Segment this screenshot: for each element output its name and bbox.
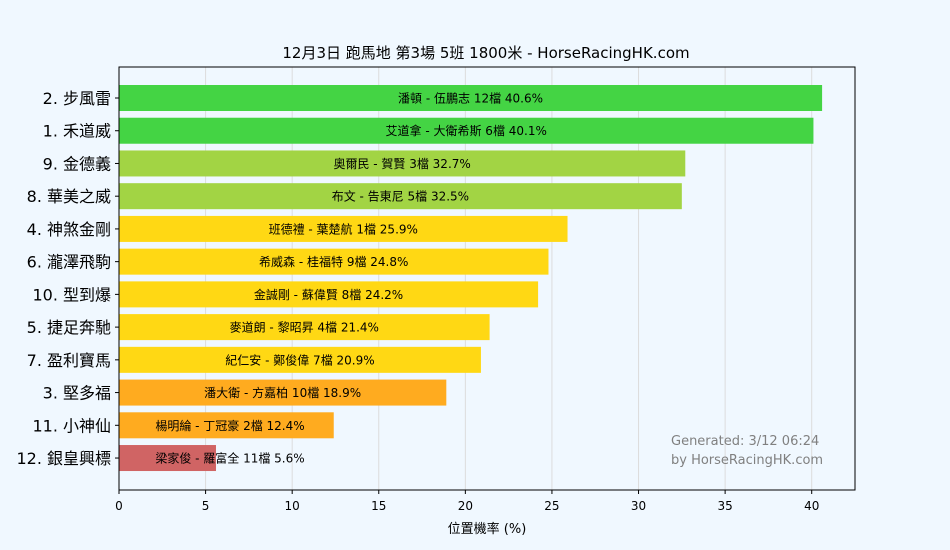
y-tick-labels: 2. 步風雷 1. 禾道威 9. 金德義 8. 華美之威 4. 神煞金剛 6. 瀧澤飛駒 1… <box>16 89 119 468</box>
y-tick-label: 1. 禾道威 <box>43 122 111 141</box>
x-tick-label: 15 <box>371 499 386 513</box>
y-tick-label: 6. 瀧澤飛駒 <box>27 253 111 272</box>
y-tick-label: 11. 小神仙 <box>32 416 111 435</box>
bar-value-label: 艾道拿 - 大衛希斯 6檔 40.1% <box>386 123 547 138</box>
bar-value-label: 奧爾民 - 賀賢 3檔 32.7% <box>333 157 470 171</box>
bar-labels: 潘頓 - 伍鵬志 12檔 40.6% 艾道拿 - 大衛希斯 6檔 40.1% 奧爾民… <box>155 92 547 466</box>
y-tick-label: 3. 堅多福 <box>43 384 111 403</box>
annotation-generated: Generated: 3/12 06:24 <box>671 434 819 449</box>
bar-value-label: 麥道朗 - 黎昭昇 4檔 21.4% <box>230 321 379 335</box>
x-axis-label: 位置機率 (%) <box>448 521 527 537</box>
annotation-site: by HorseRacingHK.com <box>671 453 823 468</box>
bar-value-label: 梁家俊 - 羅富全 11檔 5.6% <box>155 451 304 466</box>
y-tick-label: 2. 步風雷 <box>43 89 111 108</box>
x-tick-label: 40 <box>804 499 819 513</box>
x-tick-label: 25 <box>544 499 559 513</box>
x-tick-label: 20 <box>458 499 473 513</box>
bar-value-label: 希威森 - 桂福特 9檔 24.8% <box>259 254 408 269</box>
bar-value-label: 紀仁安 - 鄭俊偉 7檔 20.9% <box>225 352 374 367</box>
y-tick-label: 10. 型到爆 <box>32 285 111 304</box>
bar <box>119 248 549 275</box>
y-tick-label: 7. 盈利寶馬 <box>27 351 111 370</box>
bar-value-label: 班德禮 - 葉楚航 1檔 25.9% <box>269 221 418 236</box>
chart-title: 12月3日 跑馬地 第3場 5班 1800米 - HorseRacingHK.c… <box>282 44 689 62</box>
y-tick-label: 5. 捷足奔馳 <box>27 318 111 337</box>
bar <box>119 379 447 406</box>
bar <box>119 412 334 439</box>
bar-value-label: 潘大衛 - 方嘉柏 10檔 18.9% <box>204 385 361 400</box>
bar-value-label: 楊明綸 - 丁冠豪 2檔 12.4% <box>155 418 304 433</box>
x-tick-label: 30 <box>631 499 646 513</box>
y-tick-label: 12. 銀皇興標 <box>16 449 111 468</box>
y-tick-label: 4. 神煞金剛 <box>27 220 111 239</box>
bars <box>119 85 823 472</box>
bar <box>119 183 682 210</box>
bar <box>119 117 814 144</box>
bar-value-label: 布文 - 告東尼 5檔 32.5% <box>332 189 469 204</box>
bar-value-label: 金誠剛 - 蘇偉賢 8檔 24.2% <box>254 287 403 302</box>
x-tick-labels: 0 5 10 15 20 25 30 35 40 <box>115 490 819 513</box>
bar <box>119 346 481 373</box>
x-tick-label: 0 <box>115 499 123 513</box>
x-tick-label: 10 <box>285 499 300 513</box>
x-tick-label: 35 <box>717 499 732 513</box>
bar-value-label: 潘頓 - 伍鵬志 12檔 40.6% <box>398 92 543 106</box>
bar <box>119 281 539 308</box>
bar <box>119 215 568 242</box>
bar <box>119 445 216 472</box>
bar <box>119 314 490 341</box>
plot-frame <box>118 66 856 491</box>
y-tick-label: 8. 華美之威 <box>27 187 111 206</box>
x-tick-label: 5 <box>202 499 210 513</box>
y-tick-label: 9. 金德義 <box>43 154 111 173</box>
bar <box>119 85 823 111</box>
bar <box>119 150 686 177</box>
